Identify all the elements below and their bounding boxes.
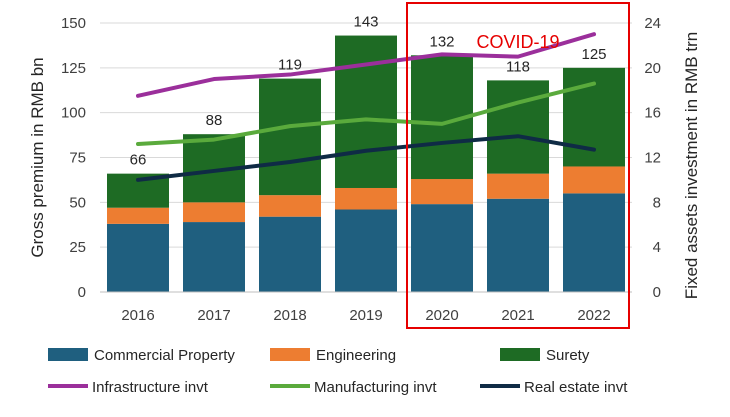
bar-segment bbox=[259, 78, 321, 196]
y2-axis-title: Fixed assets investment in RMB trn bbox=[682, 32, 701, 299]
legend-label: Real estate invt bbox=[524, 379, 628, 396]
y2-tick-label: 12 bbox=[644, 150, 661, 167]
y2-tick-label: 0 bbox=[653, 284, 661, 301]
bar-segment bbox=[487, 80, 549, 174]
x-tick-label: 2020 bbox=[425, 307, 458, 324]
bar-segment bbox=[183, 222, 245, 292]
total-label: 119 bbox=[278, 57, 302, 74]
total-label: 143 bbox=[353, 14, 378, 31]
y-tick-label: 150 bbox=[61, 15, 86, 32]
bar-segment bbox=[411, 179, 473, 205]
total-label: 118 bbox=[506, 58, 530, 75]
y2-tick-label: 20 bbox=[644, 60, 661, 77]
annotation-label: COVID-19 bbox=[476, 32, 559, 52]
legend-label: Infrastructure invt bbox=[92, 379, 209, 396]
bar-segment bbox=[107, 223, 169, 292]
bar-segment bbox=[487, 198, 549, 292]
bar-segment bbox=[183, 202, 245, 223]
bar-segment bbox=[563, 166, 625, 194]
bar-segment bbox=[259, 216, 321, 292]
total-label: 125 bbox=[581, 46, 606, 63]
total-label: 88 bbox=[206, 112, 223, 129]
y2-tick-label: 4 bbox=[653, 239, 661, 256]
bar-segment bbox=[259, 195, 321, 217]
y-tick-label: 25 bbox=[69, 239, 86, 256]
series-line bbox=[136, 32, 596, 98]
covid-highlight: COVID-19 bbox=[406, 2, 630, 329]
x-tick-label: 2022 bbox=[577, 307, 610, 324]
y-tick-label: 0 bbox=[78, 284, 86, 301]
y-tick-label: 75 bbox=[69, 150, 86, 167]
x-tick-label: 2018 bbox=[273, 307, 306, 324]
y-tick-label: 50 bbox=[69, 194, 86, 211]
legend: Commercial Property Engineering Surety Infr… bbox=[48, 347, 628, 396]
legend-swatch bbox=[48, 348, 88, 361]
y2-tick-label: 24 bbox=[644, 15, 661, 32]
total-label: 66 bbox=[130, 152, 147, 169]
legend-label: Engineering bbox=[316, 347, 396, 364]
x-tick-label: 2016 bbox=[121, 307, 154, 324]
axes: 0 25 50 75 100 125 150 0 4 8 12 16 20 24 2016 2017 2018 2… bbox=[28, 15, 701, 324]
legend-swatch bbox=[500, 348, 540, 361]
y-tick-label: 100 bbox=[61, 105, 86, 122]
investment-lines bbox=[136, 32, 596, 182]
bar-segment bbox=[335, 187, 397, 210]
y2-tick-label: 8 bbox=[653, 194, 661, 211]
legend-label: Surety bbox=[546, 347, 590, 364]
legend-label: Manufacturing invt bbox=[314, 379, 437, 396]
bar-segment bbox=[335, 35, 397, 188]
legend-swatch bbox=[270, 348, 310, 361]
x-tick-label: 2017 bbox=[197, 307, 230, 324]
series-line bbox=[136, 81, 596, 147]
legend-label: Commercial Property bbox=[94, 347, 235, 364]
bar-segment bbox=[411, 204, 473, 292]
total-labels: 66 88 119 143 132 118 125 bbox=[130, 14, 607, 169]
x-tick-label: 2021 bbox=[501, 307, 534, 324]
total-label: 132 bbox=[429, 33, 454, 50]
highlight-box bbox=[406, 2, 630, 329]
bar-segment bbox=[107, 207, 169, 224]
bar-segment bbox=[563, 193, 625, 292]
bar-segment bbox=[487, 173, 549, 199]
y-tick-label: 125 bbox=[61, 60, 86, 77]
stacked-bars bbox=[107, 35, 625, 292]
x-tick-label: 2019 bbox=[349, 307, 382, 324]
y-axis-title: Gross premium in RMB bn bbox=[28, 57, 47, 257]
bar-segment bbox=[335, 209, 397, 292]
y2-tick-label: 16 bbox=[644, 105, 661, 122]
series-line bbox=[136, 134, 596, 182]
